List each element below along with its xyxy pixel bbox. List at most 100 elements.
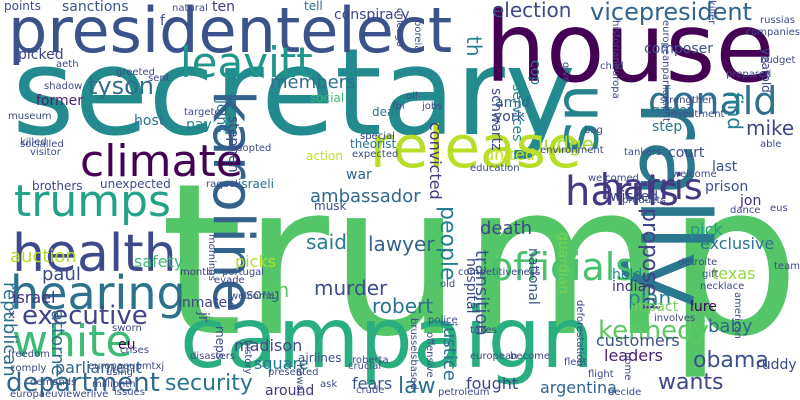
word-fleet: fleet — [564, 357, 587, 368]
word-people: people — [435, 206, 460, 281]
word-presented: presented — [268, 367, 319, 378]
word-murder: murder — [314, 276, 388, 300]
word-social: social — [310, 91, 345, 105]
word-former: former — [36, 93, 84, 109]
word-eus: eus — [770, 203, 788, 214]
word-leaders: leaders — [604, 346, 664, 365]
word-shadow: shadow — [44, 81, 83, 92]
word-parliament: parliament — [55, 358, 143, 377]
word-competitiveness: competitiveness — [458, 267, 541, 278]
word-give: give — [560, 62, 571, 84]
word-square: square — [254, 354, 309, 373]
word-impact: impact — [630, 299, 679, 315]
word-robert: robert — [372, 294, 434, 318]
word-election: election — [492, 0, 572, 22]
word-theorist: theorist — [350, 137, 397, 151]
word-members: members — [270, 72, 356, 93]
word-texas: texas — [712, 264, 756, 283]
word-targeted: targeted — [184, 107, 227, 118]
word-musk: musk — [314, 199, 347, 213]
word-schwartz: schwartz — [488, 88, 504, 151]
word-mike: mike — [746, 116, 795, 140]
word-baby: baby — [708, 316, 753, 337]
word-cop: cop — [527, 60, 543, 86]
word-inmates: inmates — [178, 295, 235, 311]
word-investment: investment — [668, 109, 725, 120]
word-release: release — [370, 113, 582, 181]
word-ruddy: ruddy — [756, 357, 797, 373]
word-companies: companies — [745, 27, 800, 38]
word-lure: lure — [690, 299, 717, 315]
word-sent: sent — [148, 73, 170, 84]
word-portugal: portugal — [222, 267, 265, 278]
word-welcome: welcome — [672, 169, 717, 180]
word-donald: donald — [648, 79, 778, 123]
word-detroite: detroite — [678, 257, 718, 268]
word-child: child — [600, 61, 624, 72]
word-israel: israel — [12, 288, 56, 307]
word-budget: budget — [760, 55, 796, 66]
word-gift: gift — [702, 269, 719, 280]
word-amid: amid — [495, 95, 530, 111]
word-said: said — [306, 230, 347, 254]
word-bag: bag — [584, 125, 603, 136]
word-american: american — [732, 292, 743, 339]
word-jon: jon — [740, 193, 762, 209]
word-killer: killer — [706, 0, 717, 25]
word-crucial: crucial — [348, 361, 382, 372]
word-kennedy: kennedy — [598, 316, 709, 346]
word-roberta: roberta — [352, 355, 389, 366]
word-month: month — [180, 267, 213, 278]
word-secretary: secretary — [12, 24, 576, 163]
word-executive: executive — [22, 301, 148, 331]
word-trump: trump — [160, 138, 800, 383]
word-x: x — [8, 307, 16, 321]
word-wicked: wicked — [610, 189, 659, 205]
word-special: special — [360, 131, 395, 142]
word-ask: ask — [320, 379, 338, 390]
word-europaeupmtxj: europaeupmtxj — [88, 361, 165, 372]
word-auction: auction — [10, 246, 77, 267]
word-united: united — [484, 145, 535, 164]
word-welcomed: welcomed — [588, 173, 639, 184]
word-picks: picks — [235, 252, 276, 271]
word-education: education — [470, 163, 520, 174]
word-eu: eu — [118, 337, 136, 353]
word-freedom: freedom — [8, 349, 50, 360]
word-crude: crude — [356, 385, 385, 396]
word-law: law — [398, 374, 436, 399]
word-held: held — [612, 267, 643, 283]
word-fbi: fbi — [392, 101, 405, 112]
word-vicepresident: vicepresident — [590, 0, 752, 26]
word-security: security — [165, 371, 253, 396]
word-decide: decide — [608, 387, 642, 398]
word-europeanparliament: europeanparliament — [660, 20, 671, 122]
word-tell: tell — [304, 0, 323, 13]
word-plan: plan — [628, 286, 672, 310]
word-court: court — [668, 145, 705, 161]
word-madison: madison — [234, 336, 303, 355]
word-flight: flight — [588, 369, 614, 380]
word-last: last — [712, 159, 738, 175]
word-th: th — [462, 36, 486, 57]
word-deal: deal — [372, 105, 398, 119]
word-house: house — [485, 0, 775, 104]
word-tankers: tankers — [624, 147, 662, 158]
word-presidentelect: presidentelect — [8, 0, 453, 67]
word-evade: evade — [214, 275, 245, 286]
word-welcome: welcome — [230, 291, 275, 302]
word-garden: garden — [652, 103, 695, 117]
word-adopted: adopted — [230, 143, 272, 154]
word-pay: pay — [186, 117, 212, 133]
word-issues: issues — [114, 387, 145, 398]
word-using: using — [106, 367, 134, 378]
word-necklace: necklace — [700, 281, 745, 292]
word-ten: ten — [212, 0, 235, 15]
word-exclusive: exclusive — [700, 234, 775, 253]
word-action: action — [306, 149, 343, 163]
word-conspiracy: conspiracy — [334, 7, 410, 23]
word-tyson: tyson — [88, 72, 155, 100]
word-lawyer: lawyer — [368, 232, 435, 256]
word-war: war — [346, 167, 372, 183]
word-around: around — [265, 383, 315, 399]
